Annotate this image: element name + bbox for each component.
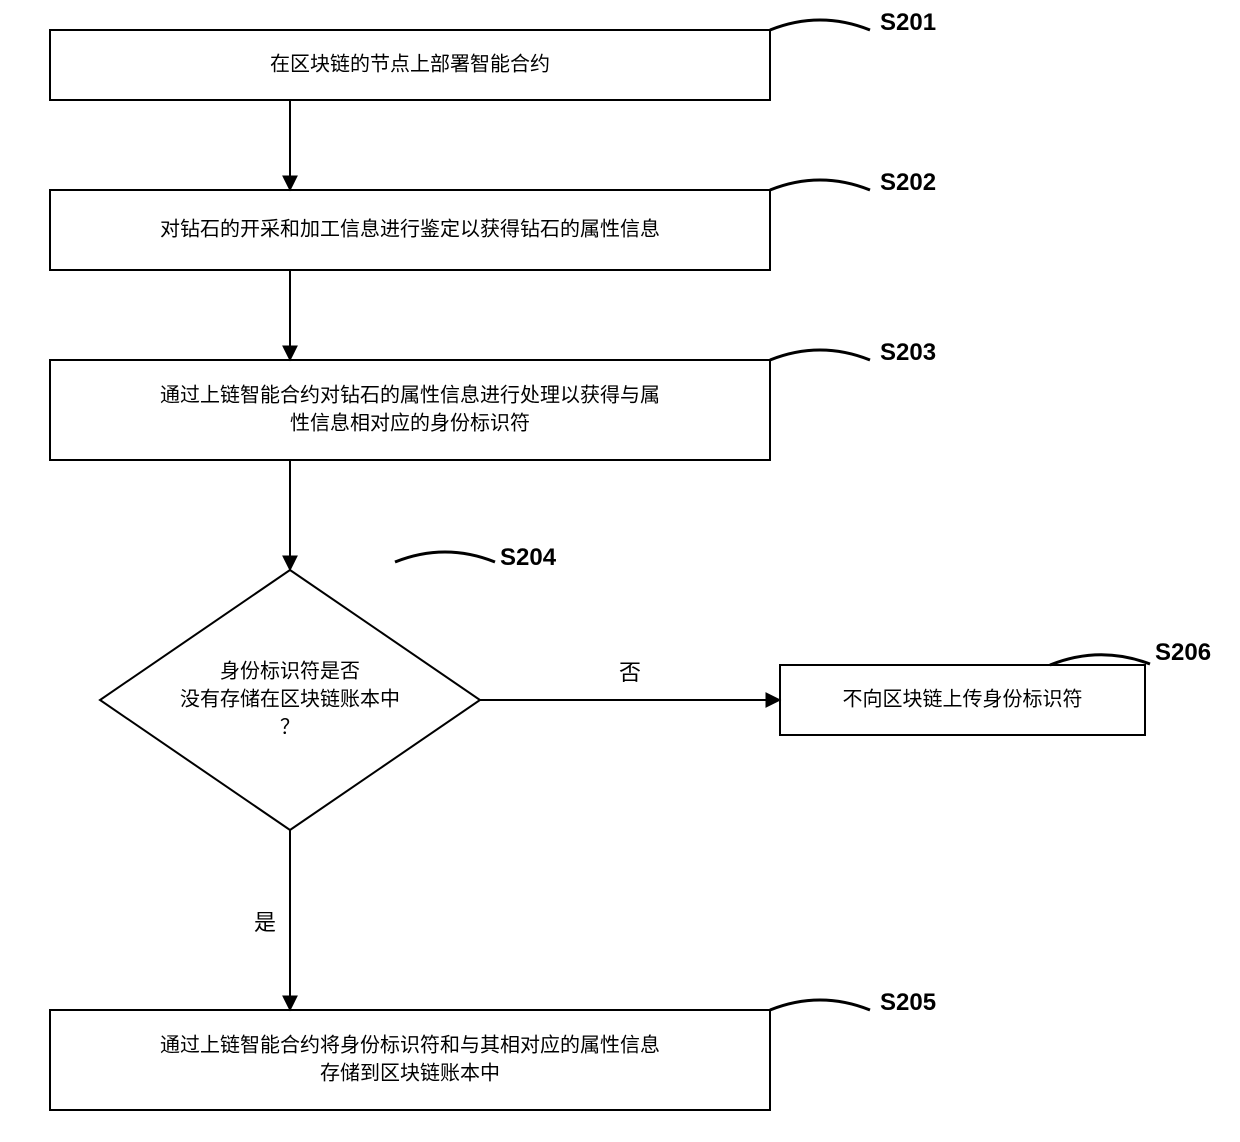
flow-edge: 否 — [480, 660, 780, 700]
node-text: 没有存储在区块链账本中 — [180, 687, 400, 710]
step-label: S202 — [880, 169, 936, 196]
node-text: 身份标识符是否 — [220, 659, 360, 682]
flow-node-s203: 通过上链智能合约对钻石的属性信息进行处理以获得与属性信息相对应的身份标识符 S20… — [50, 339, 936, 460]
flow-node-s205: 通过上链智能合约将身份标识符和与其相对应的属性信息存储到区块链账本中 S205 — [50, 989, 936, 1110]
node-text: ？ — [280, 716, 300, 738]
flow-node-s202: 对钻石的开采和加工信息进行鉴定以获得钻石的属性信息 S202 — [50, 169, 936, 270]
step-label: S205 — [880, 989, 936, 1016]
node-text: 性信息相对应的身份标识符 — [290, 411, 530, 434]
node-text: 通过上链智能合约对钻石的属性信息进行处理以获得与属 — [160, 383, 660, 406]
callout-line — [770, 20, 870, 30]
node-text: 在区块链的节点上部署智能合约 — [270, 52, 550, 75]
step-label: S204 — [500, 544, 557, 571]
callout-line — [395, 552, 495, 562]
callout-line — [770, 180, 870, 190]
step-label: S206 — [1155, 639, 1211, 666]
edge-label: 否 — [619, 660, 641, 685]
edge-label: 是 — [254, 910, 276, 935]
flow-node-s201: 在区块链的节点上部署智能合约 S201 — [50, 9, 936, 100]
node-text: 对钻石的开采和加工信息进行鉴定以获得钻石的属性信息 — [160, 217, 660, 240]
node-text: 不向区块链上传身份标识符 — [843, 687, 1083, 710]
flow-node-s206: 不向区块链上传身份标识符 S206 — [780, 639, 1211, 735]
node-text: 存储到区块链账本中 — [320, 1061, 500, 1084]
callout-line — [770, 1000, 870, 1010]
flow-node-s204: 身份标识符是否没有存储在区块链账本中 ？ S204 — [100, 544, 557, 830]
step-label: S201 — [880, 9, 936, 36]
callout-line — [770, 350, 870, 360]
callout-line — [1050, 655, 1150, 665]
step-label: S203 — [880, 339, 936, 366]
node-text: 通过上链智能合约将身份标识符和与其相对应的属性信息 — [160, 1033, 660, 1056]
flow-edge: 是 — [254, 830, 290, 1010]
